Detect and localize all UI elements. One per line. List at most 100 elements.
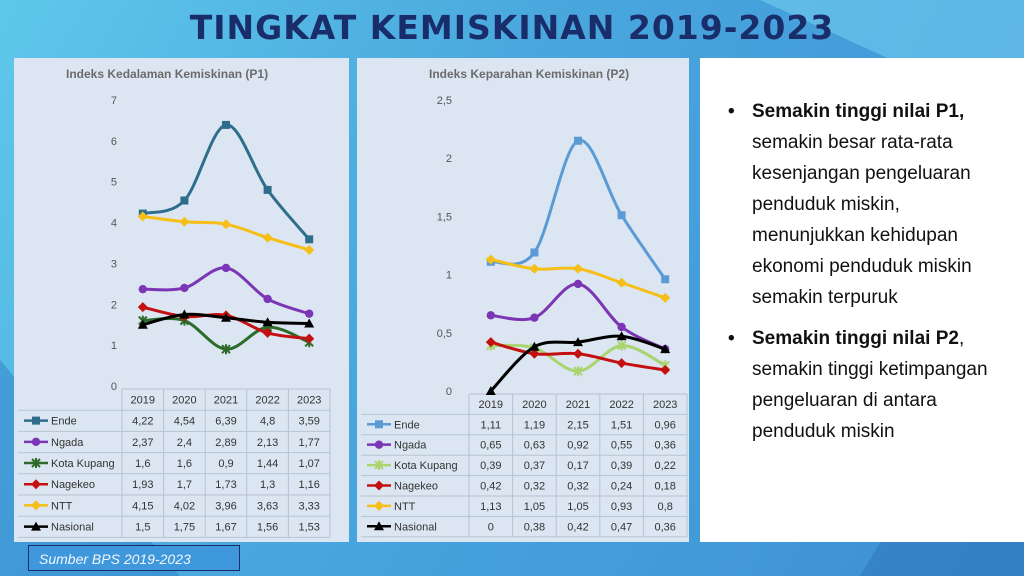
data-label: 1,67 (215, 522, 236, 534)
data-label: 0,63 (524, 440, 545, 452)
data-point-ngada (573, 279, 583, 289)
data-point-ende (661, 275, 670, 284)
data-point-nasional (616, 331, 627, 341)
legend-label: Ende (51, 416, 77, 428)
series-line-ende (490, 139, 667, 281)
data-point-ngada (263, 294, 272, 304)
data-label: 0,17 (567, 460, 588, 472)
x-tick-label: 2021 (566, 399, 590, 411)
data-point-ende (617, 211, 626, 220)
data-point-nasional (304, 318, 315, 328)
data-point-nasional (137, 319, 148, 329)
data-label: 0,47 (611, 521, 632, 533)
data-label: 1,11 (481, 419, 502, 431)
data-label: 0,22 (654, 460, 675, 472)
data-label: 0,92 (567, 440, 588, 452)
data-label: 1,3 (260, 479, 275, 491)
data-label: 1,05 (524, 501, 545, 513)
y-tick-label: 5 (111, 177, 117, 189)
data-label: 0,93 (611, 501, 632, 513)
legend-marker (374, 521, 384, 531)
chart-title: Indeks Keparahan Kemiskinan (P2) (429, 67, 629, 81)
x-tick-label: 2022 (255, 394, 279, 406)
y-tick-label: 0,5 (437, 328, 452, 340)
legend-label: Ngada (394, 440, 427, 452)
data-label: 2,37 (132, 437, 153, 449)
bullet-dot-icon: • (728, 101, 735, 122)
legend-marker (31, 479, 41, 490)
data-label: 2,13 (257, 437, 278, 449)
data-label: 3,59 (298, 416, 319, 428)
bullet-p2-bold: Semakin tinggi nilai P2 (752, 328, 959, 349)
bullet-list: • Semakin tinggi nilai P1, semakin besar … (700, 58, 1024, 447)
data-label: 0,9 (218, 458, 233, 470)
y-tick-label: 1,5 (437, 211, 452, 223)
data-label: 3,63 (257, 500, 278, 512)
data-label: 1,93 (132, 479, 153, 491)
data-point-nasional (179, 309, 190, 319)
chart-panel-p1: Indeks Kedalaman Kemiskinan (P1) 0 1 2 3 4 5 6 7… (14, 58, 349, 542)
legend-label: Nasional (51, 522, 94, 534)
legend-marker (375, 420, 383, 429)
legend-label: Kota Kupang (394, 460, 458, 472)
data-label: 0,39 (480, 460, 501, 472)
x-tick-label: 2021 (214, 394, 238, 406)
data-point-kota-kupang (573, 366, 583, 377)
data-point-ende (574, 136, 582, 145)
bullet-p1-text: semakin besar rata-rata kesenjangan peng… (752, 132, 972, 308)
chart-p1: Indeks Kedalaman Kemiskinan (P1) 0 1 2 3 4 5 6 7… (18, 67, 331, 538)
data-point-nagekeo (529, 348, 540, 359)
data-label: 6,39 (215, 416, 236, 428)
bullet-p2-text: , semakin tinggi ketimpangan pengeluaran… (752, 328, 988, 442)
data-label: 0,42 (567, 521, 588, 533)
data-point-ende (305, 235, 314, 244)
data-point-nagekeo (304, 333, 315, 344)
data-point-kota-kupang (221, 344, 231, 355)
data-label: 1,7 (177, 479, 192, 491)
data-point-ntt (221, 219, 231, 230)
data-point-ngada (221, 263, 231, 273)
data-point-ngada (305, 309, 314, 318)
data-point-ntt (179, 216, 190, 227)
data-label: 0,24 (611, 480, 632, 492)
legend-label: Nagekeo (51, 479, 95, 491)
legend-label: NTT (394, 501, 416, 513)
chart-title: Indeks Kedalaman Kemiskinan (P1) (66, 67, 268, 81)
data-label: 1,51 (611, 419, 632, 431)
data-point-nasional (262, 317, 273, 327)
data-point-ngada (486, 311, 495, 320)
data-label: 1,6 (135, 458, 150, 470)
data-point-ntt (137, 211, 148, 222)
data-label: 0,36 (654, 521, 675, 533)
data-label: 1,16 (298, 479, 319, 491)
data-label: 2,4 (177, 437, 192, 449)
series-ngada (138, 263, 314, 318)
data-point-ntt (660, 292, 671, 303)
data-point-nasional (529, 341, 540, 351)
x-tick-label: 2020 (172, 394, 196, 406)
data-label: 0,38 (524, 521, 545, 533)
data-point-ntt (262, 232, 273, 243)
y-tick-label: 1 (446, 270, 452, 282)
data-point-ntt (485, 254, 496, 265)
data-label: 4,22 (132, 416, 153, 428)
legend-marker (31, 521, 41, 531)
bullet-p1: • Semakin tinggi nilai P1, semakin besar … (728, 96, 1010, 313)
data-label: 0,36 (654, 440, 675, 452)
legend-marker (374, 480, 384, 491)
data-point-nagekeo (616, 358, 627, 369)
data-label: 0,65 (480, 440, 501, 452)
data-point-ntt (573, 263, 583, 274)
data-label: 0,37 (524, 460, 545, 472)
legend-label: NTT (51, 500, 73, 512)
legend-marker (31, 437, 41, 447)
legend-label: Ende (394, 419, 420, 431)
data-label: 0,39 (611, 460, 632, 472)
data-point-nagekeo (262, 327, 273, 338)
explanation-panel: • Semakin tinggi nilai P1, semakin besar … (700, 58, 1024, 542)
data-label: 1,13 (480, 501, 501, 513)
series-ntt (137, 211, 315, 255)
legend-marker (374, 500, 384, 511)
data-point-ntt (529, 263, 540, 274)
x-tick-label: 2020 (522, 399, 546, 411)
